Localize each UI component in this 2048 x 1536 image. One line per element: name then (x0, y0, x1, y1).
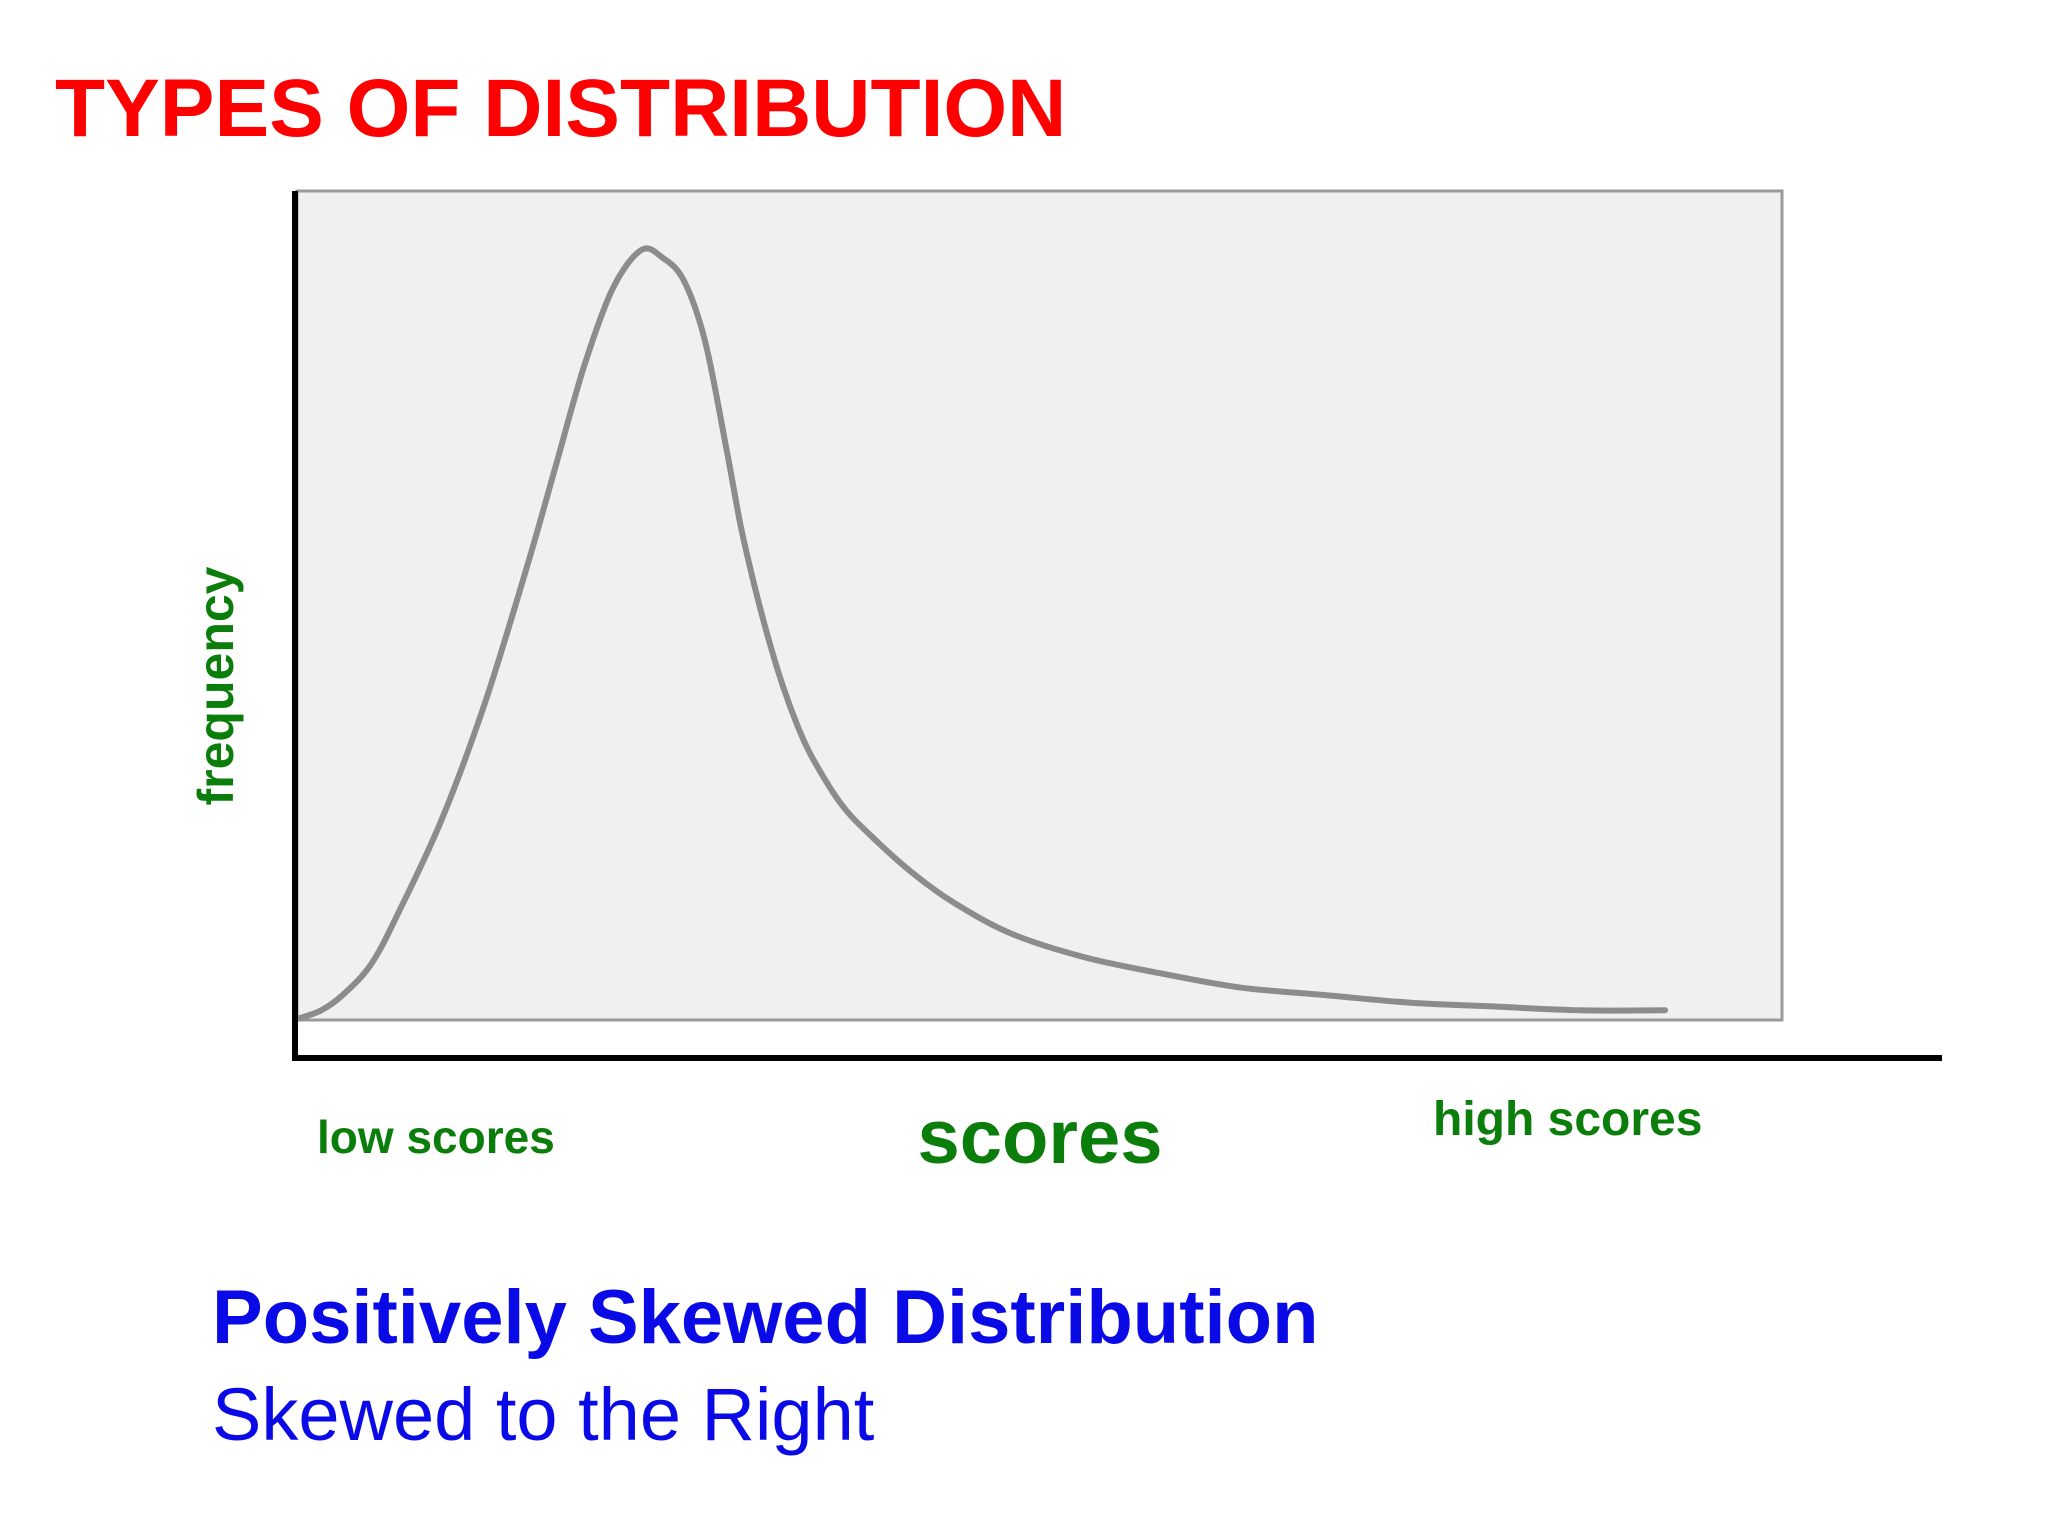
y-axis-label: frequency (188, 566, 244, 805)
distribution-description: Skewed to the Right (212, 1373, 875, 1456)
plot-background (295, 189, 1784, 1022)
distribution-curve (297, 245, 1669, 1021)
distribution-name: Positively Skewed Distribution (212, 1275, 1319, 1360)
x-axis-high-label: high scores (1433, 1093, 1702, 1146)
x-axis-low-label: low scores (317, 1111, 555, 1163)
x-axis-label: scores (917, 1095, 1162, 1180)
slide-title: TYPES OF DISTRIBUTION (55, 63, 1067, 154)
